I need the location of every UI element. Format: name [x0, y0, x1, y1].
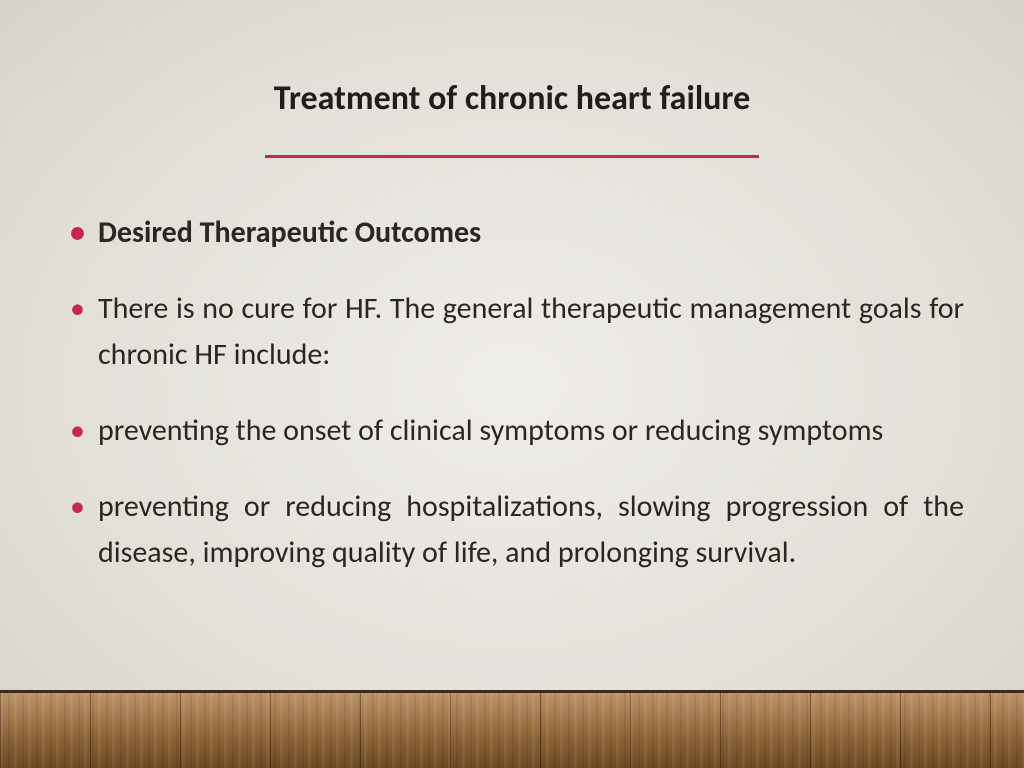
bullet-text: There is no cure for HF. The general the…	[98, 290, 964, 373]
title-divider	[265, 155, 759, 158]
floor-graphic	[0, 690, 1024, 768]
bullet-item: preventing the onset of clinical symptom…	[70, 408, 964, 454]
bullet-item: preventing or reducing hospitalizations,…	[70, 484, 964, 576]
slide: Treatment of chronic heart failure Desir…	[0, 0, 1024, 768]
bullet-item: Desired Therapeutic Outcomes	[70, 210, 964, 256]
bullet-item: There is no cure for HF. The general the…	[70, 286, 964, 378]
bullet-text: preventing or reducing hospitalizations,…	[98, 488, 964, 571]
slide-title: Treatment of chronic heart failure	[0, 78, 1024, 119]
bullet-text: preventing the onset of clinical symptom…	[98, 412, 883, 449]
bullet-text: Desired Therapeutic Outcomes	[98, 214, 481, 251]
bullet-list: Desired Therapeutic Outcomes There is no…	[70, 210, 964, 606]
